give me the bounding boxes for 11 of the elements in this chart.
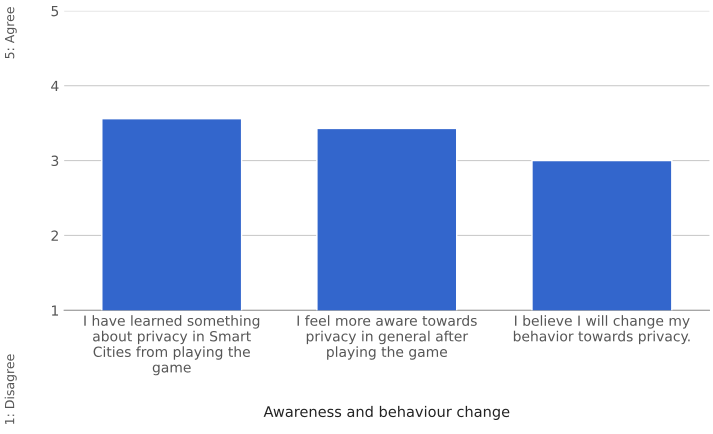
x-tick-label: I believe I will change my behavior towards privacy.: [514, 315, 690, 344]
x-axis-title: Awareness and behaviour change: [264, 406, 510, 420]
y-tick-label: 5: [52, 6, 58, 16]
text: 1: Disagree: [4, 354, 17, 424]
y-tick-label: 3: [52, 156, 58, 166]
y-tick-label: 2: [51, 230, 58, 241]
text: 5: Agree: [5, 7, 17, 58]
x-tick-label: I have learned something about privacy in Smart Cities from playing the game: [84, 315, 260, 376]
y-tick-label: 4: [51, 80, 59, 91]
y-tick-label: 1: [52, 305, 58, 316]
x-tick-label: I feel more aware towards privacy in general after playing the game: [298, 315, 477, 360]
